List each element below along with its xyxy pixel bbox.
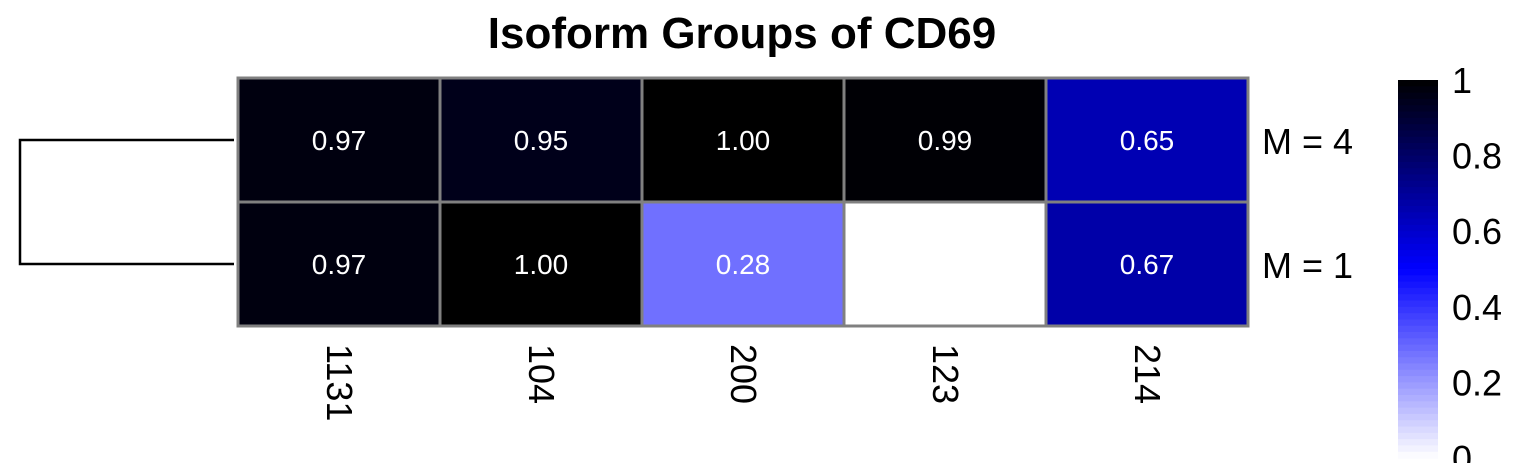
legend-gradient-step [1398, 124, 1438, 131]
legend-gradient-step [1398, 231, 1438, 239]
cell-value-label: 1.00 [514, 249, 569, 280]
cell-value-label: 0.97 [312, 249, 367, 280]
heatmap-cell [236, 200, 442, 328]
legend-gradient-step [1398, 445, 1438, 453]
legend-gradient-step [1398, 143, 1438, 150]
legend-gradient-step [1398, 369, 1438, 377]
legend-gradient-step [1398, 237, 1438, 245]
legend-gradient-step [1398, 332, 1438, 339]
legend-gradient-step [1398, 86, 1438, 94]
column-label: 200 [723, 344, 764, 404]
legend-gradient-step [1398, 313, 1438, 320]
legend-gradient-step [1398, 407, 1438, 415]
legend-tick-label: 0.6 [1452, 211, 1502, 252]
legend-gradient-step [1398, 180, 1438, 188]
legend-gradient-step [1398, 294, 1438, 302]
heatmap-cell [640, 200, 846, 328]
legend-gradient-step [1398, 243, 1438, 251]
column-label: 104 [521, 344, 562, 404]
legend-gradient-step [1398, 250, 1438, 257]
legend-gradient-step [1398, 193, 1438, 201]
legend-gradient-step [1398, 168, 1438, 176]
heatmap-cell [640, 76, 846, 204]
cell-value-label: 0.99 [918, 125, 973, 156]
column-label: 214 [1127, 344, 1168, 404]
dendrogram-branch [18, 138, 234, 266]
legend-gradient-step [1398, 432, 1438, 440]
legend-gradient-step [1398, 105, 1438, 113]
legend-gradient-step [1398, 281, 1438, 289]
cell-value-label: 0.65 [1120, 125, 1175, 156]
legend-gradient-step [1398, 287, 1438, 295]
cell-value-label: 0.95 [514, 125, 569, 156]
heatmap-cell [236, 76, 442, 204]
legend-gradient-step [1398, 376, 1438, 383]
legend-gradient-step [1398, 306, 1438, 314]
row-dendrogram [18, 138, 234, 266]
legend-gradient-step [1398, 338, 1438, 346]
heatmap-cell [842, 200, 1048, 328]
legend-gradient-step [1398, 269, 1438, 276]
legend-gradient-step [1398, 161, 1438, 169]
legend-gradient-step [1398, 300, 1438, 308]
column-label: 1131 [319, 344, 360, 421]
legend-gradient-step [1398, 98, 1438, 106]
legend-tick-label: 1 [1452, 60, 1472, 101]
legend-gradient-step [1398, 136, 1438, 144]
legend-gradient-step [1398, 262, 1438, 270]
legend-gradient-step [1398, 149, 1438, 157]
heatmap-cell [438, 200, 644, 328]
legend-gradient-step [1398, 174, 1438, 182]
legend-tick-label: 0.8 [1452, 136, 1502, 177]
legend-gradient-step [1398, 413, 1438, 421]
cell-value-label: 0.97 [312, 125, 367, 156]
color-legend: 0 0.2 0.4 0.6 0.8 1 [1398, 60, 1502, 463]
legend-tick-label: 0.4 [1452, 287, 1502, 328]
legend-gradient-step [1398, 401, 1438, 409]
legend-gradient-step [1398, 111, 1438, 119]
legend-gradient-step [1398, 199, 1438, 207]
legend-gradient-step [1398, 256, 1438, 264]
column-labels: 1131 104 200 123 214 [319, 344, 1168, 421]
cell-value-label: 0.67 [1120, 249, 1175, 280]
legend-gradient-step [1398, 155, 1438, 163]
legend-gradient-step [1398, 325, 1438, 333]
cell-value-label: 0.28 [716, 249, 771, 280]
legend-gradient-step [1398, 218, 1438, 226]
heatmap-cells: 0.97 0.95 1.00 0.99 0.65 0.97 1.00 0.28 0.67 [236, 76, 1250, 328]
legend-gradient-step [1398, 420, 1438, 428]
legend-gradient-step [1398, 344, 1438, 352]
legend-gradient-step [1398, 187, 1438, 194]
legend-gradient-step [1398, 350, 1438, 358]
legend-gradient-step [1398, 275, 1438, 283]
row-label: M = 1 [1262, 245, 1353, 286]
legend-gradient-step [1398, 206, 1438, 213]
heatmap-cell [438, 76, 644, 204]
legend-gradient-step [1398, 319, 1438, 327]
legend-gradient-step [1398, 382, 1438, 390]
legend-tick-label: 0.2 [1452, 362, 1502, 403]
legend-gradient-step [1398, 426, 1438, 434]
row-label: M = 4 [1262, 121, 1353, 162]
legend-gradient-step [1398, 388, 1438, 396]
legend-gradient-step [1398, 395, 1438, 402]
legend-gradient-step [1398, 439, 1438, 446]
column-label: 123 [925, 344, 966, 404]
legend-gradient-step [1398, 80, 1438, 87]
legend-gradient-step [1398, 363, 1438, 371]
legend-gradient-step [1398, 117, 1438, 125]
row-labels: M = 4 M = 1 [1262, 121, 1353, 286]
legend-gradient-step [1398, 130, 1438, 138]
legend-tick-label: 0 [1452, 438, 1472, 463]
chart-title: Isoform Groups of CD69 [488, 9, 997, 58]
legend-gradient-step [1398, 224, 1438, 232]
cell-value-label: 1.00 [716, 125, 771, 156]
legend-gradient-step [1398, 451, 1438, 459]
legend-gradient-step [1398, 92, 1438, 100]
heatmap-cell [1044, 200, 1250, 328]
legend-gradient-step [1398, 212, 1438, 220]
legend-gradient-step [1398, 357, 1438, 365]
